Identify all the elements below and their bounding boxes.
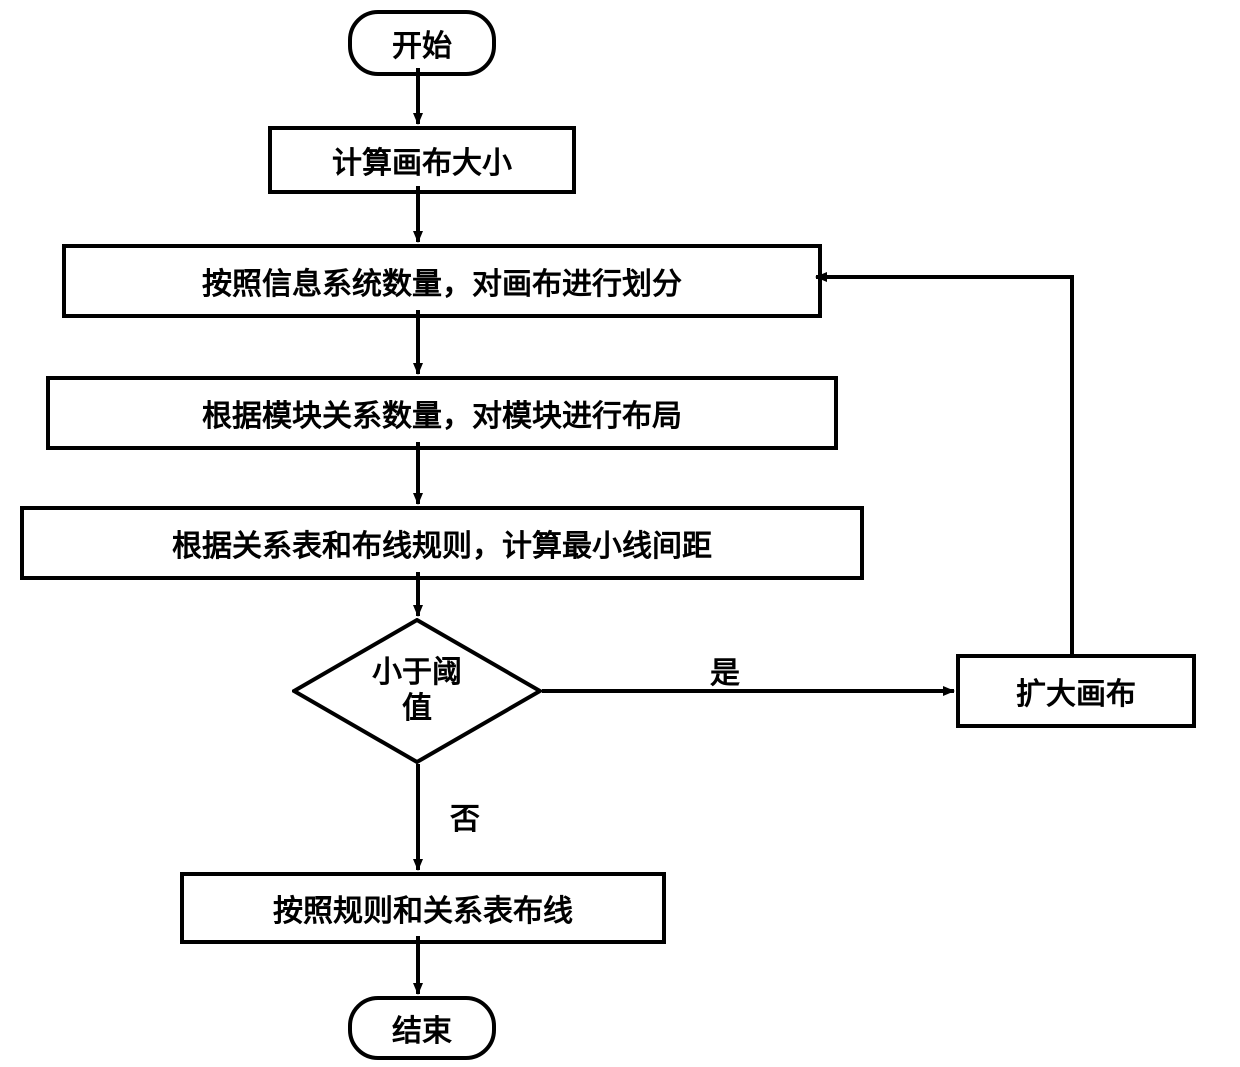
edge-label-yes: 是 (710, 648, 740, 692)
flowchart-canvas: 开始 计算画布大小 按照信息系统数量，对画布进行划分 根据模块关系数量，对模块进… (0, 0, 1240, 1067)
node-label: 按照规则和关系表布线 (273, 886, 573, 930)
node-decision-threshold: 小于阈 值 (292, 618, 542, 764)
node-label: 根据关系表和布线规则，计算最小线间距 (172, 521, 712, 565)
edge-label-no: 否 (450, 794, 480, 838)
node-route-wires: 按照规则和关系表布线 (180, 872, 666, 944)
node-label: 按照信息系统数量，对画布进行划分 (202, 259, 682, 303)
node-label: 结束 (392, 1006, 452, 1050)
node-label: 小于阈 值 (372, 655, 462, 727)
node-expand-canvas: 扩大画布 (956, 654, 1196, 728)
node-label: 开始 (392, 21, 452, 65)
node-start: 开始 (348, 10, 496, 76)
node-calc-canvas-size: 计算画布大小 (268, 126, 576, 194)
node-layout-modules: 根据模块关系数量，对模块进行布局 (46, 376, 838, 450)
node-end: 结束 (348, 996, 496, 1060)
node-calc-min-spacing: 根据关系表和布线规则，计算最小线间距 (20, 506, 864, 580)
node-label: 计算画布大小 (332, 138, 512, 182)
node-divide-canvas: 按照信息系统数量，对画布进行划分 (62, 244, 822, 318)
node-label: 根据模块关系数量，对模块进行布局 (202, 391, 682, 435)
node-label: 扩大画布 (1016, 669, 1136, 713)
